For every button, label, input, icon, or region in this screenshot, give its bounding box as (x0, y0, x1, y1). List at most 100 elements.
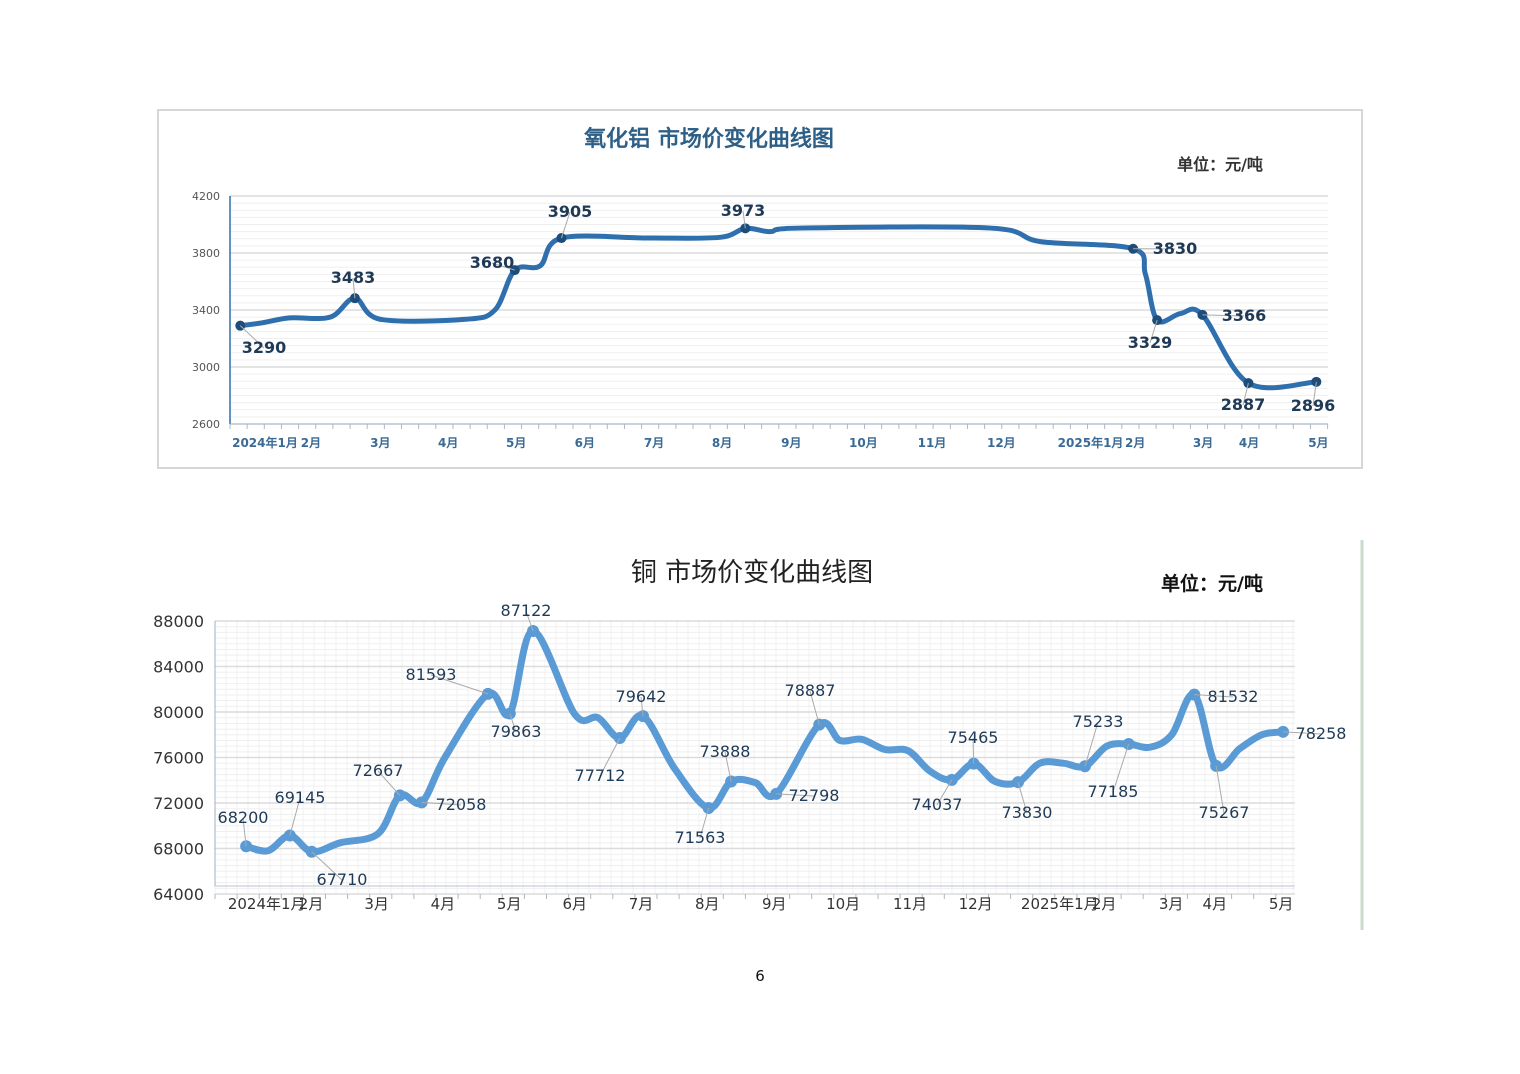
data-label: 3329 (1128, 333, 1173, 352)
data-label: 2887 (1221, 395, 1266, 414)
x-tick-label: 2024年1月 (228, 895, 306, 913)
data-label: 71563 (675, 828, 726, 847)
data-label-leader (311, 851, 343, 881)
data-label: 3366 (1222, 306, 1267, 325)
x-tick-label: 5月 (1269, 895, 1294, 913)
x-tick-label: 10月 (826, 895, 860, 913)
data-label-leader (491, 262, 515, 271)
y-tick-label: 80000 (153, 703, 204, 722)
data-label-leader (936, 779, 953, 806)
x-tick-label: 4月 (1239, 436, 1259, 450)
data-label-leader (1242, 382, 1249, 406)
x-tick-label: 2月 (1125, 436, 1145, 450)
x-tick-label: 4月 (431, 895, 456, 913)
data-label: 68200 (218, 808, 269, 827)
data-label: 79642 (616, 687, 667, 706)
y-tick-label: 64000 (153, 885, 204, 904)
data-label-leader (525, 610, 534, 632)
data-label: 3483 (331, 268, 376, 287)
data-label: 72798 (789, 786, 840, 805)
x-tick-label: 3月 (370, 436, 390, 450)
x-tick-label: 5月 (1308, 436, 1328, 450)
data-label: 77185 (1088, 782, 1139, 801)
data-label: 81532 (1208, 687, 1259, 706)
x-tick-label: 6月 (575, 436, 595, 450)
y-tick-label: 84000 (153, 658, 204, 677)
data-label: 3680 (470, 253, 515, 272)
data-label: 69145 (275, 788, 326, 807)
y-tick-label: 3400 (192, 304, 220, 317)
x-tick-label: 2月 (299, 895, 324, 913)
chart2-gridlines (214, 620, 1295, 899)
data-label-leader (1283, 731, 1322, 735)
data-label-leader (1017, 782, 1028, 814)
x-tick-label: 9月 (762, 895, 787, 913)
data-label: 87122 (501, 601, 552, 620)
data-label: 78258 (1296, 724, 1347, 743)
data-label: 73888 (700, 742, 751, 761)
x-tick-label: 2024年1月 (232, 435, 298, 450)
x-tick-label: 12月 (959, 895, 993, 913)
data-label-leader (560, 211, 571, 239)
x-tick-label: 2月 (301, 436, 321, 450)
x-tick-label: 11月 (893, 895, 927, 913)
x-tick-label: 3月 (364, 895, 389, 913)
x-tick-label: 5月 (506, 436, 526, 450)
data-label-leader (599, 737, 621, 777)
data-label-leader (809, 690, 820, 725)
data-label-leader (239, 325, 265, 349)
data-label: 72667 (353, 761, 404, 780)
y-tick-label: 3000 (192, 361, 220, 374)
data-label-leader (776, 793, 815, 797)
data-label-leader (1312, 381, 1317, 407)
data-label: 73830 (1002, 803, 1053, 822)
data-label: 79863 (491, 722, 542, 741)
data-label-leader (352, 277, 356, 299)
data-label-leader (972, 737, 975, 764)
data-label-leader (1149, 319, 1158, 344)
x-tick-label: 8月 (695, 895, 720, 913)
data-label-leader (742, 210, 746, 229)
y-tick-label: 4200 (192, 190, 220, 203)
data-label: 3973 (721, 201, 766, 220)
x-tick-label: 9月 (781, 436, 801, 450)
data-label-leader (289, 797, 301, 836)
x-tick-label: 7月 (644, 436, 664, 450)
page-number: 6 (755, 967, 765, 985)
data-label: 72058 (436, 795, 487, 814)
chart2-title: 铜 市场价变化曲线图 (631, 558, 873, 588)
y-tick-label: 72000 (153, 794, 204, 813)
x-tick-label: 10月 (849, 436, 878, 450)
y-tick-label: 2600 (192, 418, 220, 431)
data-label-leader (509, 713, 517, 733)
data-label-leader (699, 807, 710, 839)
y-tick-label: 88000 (153, 612, 204, 631)
data-label: 81593 (406, 665, 457, 684)
data-label: 75465 (948, 728, 999, 747)
y-tick-label: 3800 (192, 247, 220, 260)
x-tick-label: 3月 (1159, 895, 1184, 913)
x-tick-label: 12月 (987, 436, 1016, 450)
alumina-price-chart: 氧化铝 市场价变化曲线图 单位：元/吨 2600 3000 3400 3800 4200… (157, 109, 1363, 469)
x-tick-label: 4月 (438, 436, 458, 450)
data-label: 75267 (1199, 803, 1250, 822)
chart1-unit: 单位：元/吨 (1177, 155, 1263, 174)
x-tick-label: 2025年1月 (1058, 435, 1124, 450)
data-label: 3905 (548, 202, 593, 221)
data-label-leader (640, 696, 644, 717)
data-label-leader (1215, 765, 1225, 814)
data-label-leader (242, 817, 247, 847)
x-tick-label: 5月 (497, 895, 522, 913)
data-label-leader (377, 770, 401, 796)
data-label: 75233 (1073, 712, 1124, 731)
data-label-leader (1112, 743, 1130, 793)
data-label: 67710 (317, 870, 368, 889)
data-label: 77712 (575, 766, 626, 785)
x-tick-label: 8月 (712, 436, 732, 450)
x-tick-label: 3月 (1193, 436, 1213, 450)
chart2-unit: 单位：元/吨 (1161, 572, 1263, 595)
data-label: 2896 (1291, 396, 1336, 415)
x-tick-label: 2月 (1092, 895, 1117, 913)
chart1-title: 氧化铝 市场价变化曲线图 (583, 126, 834, 152)
